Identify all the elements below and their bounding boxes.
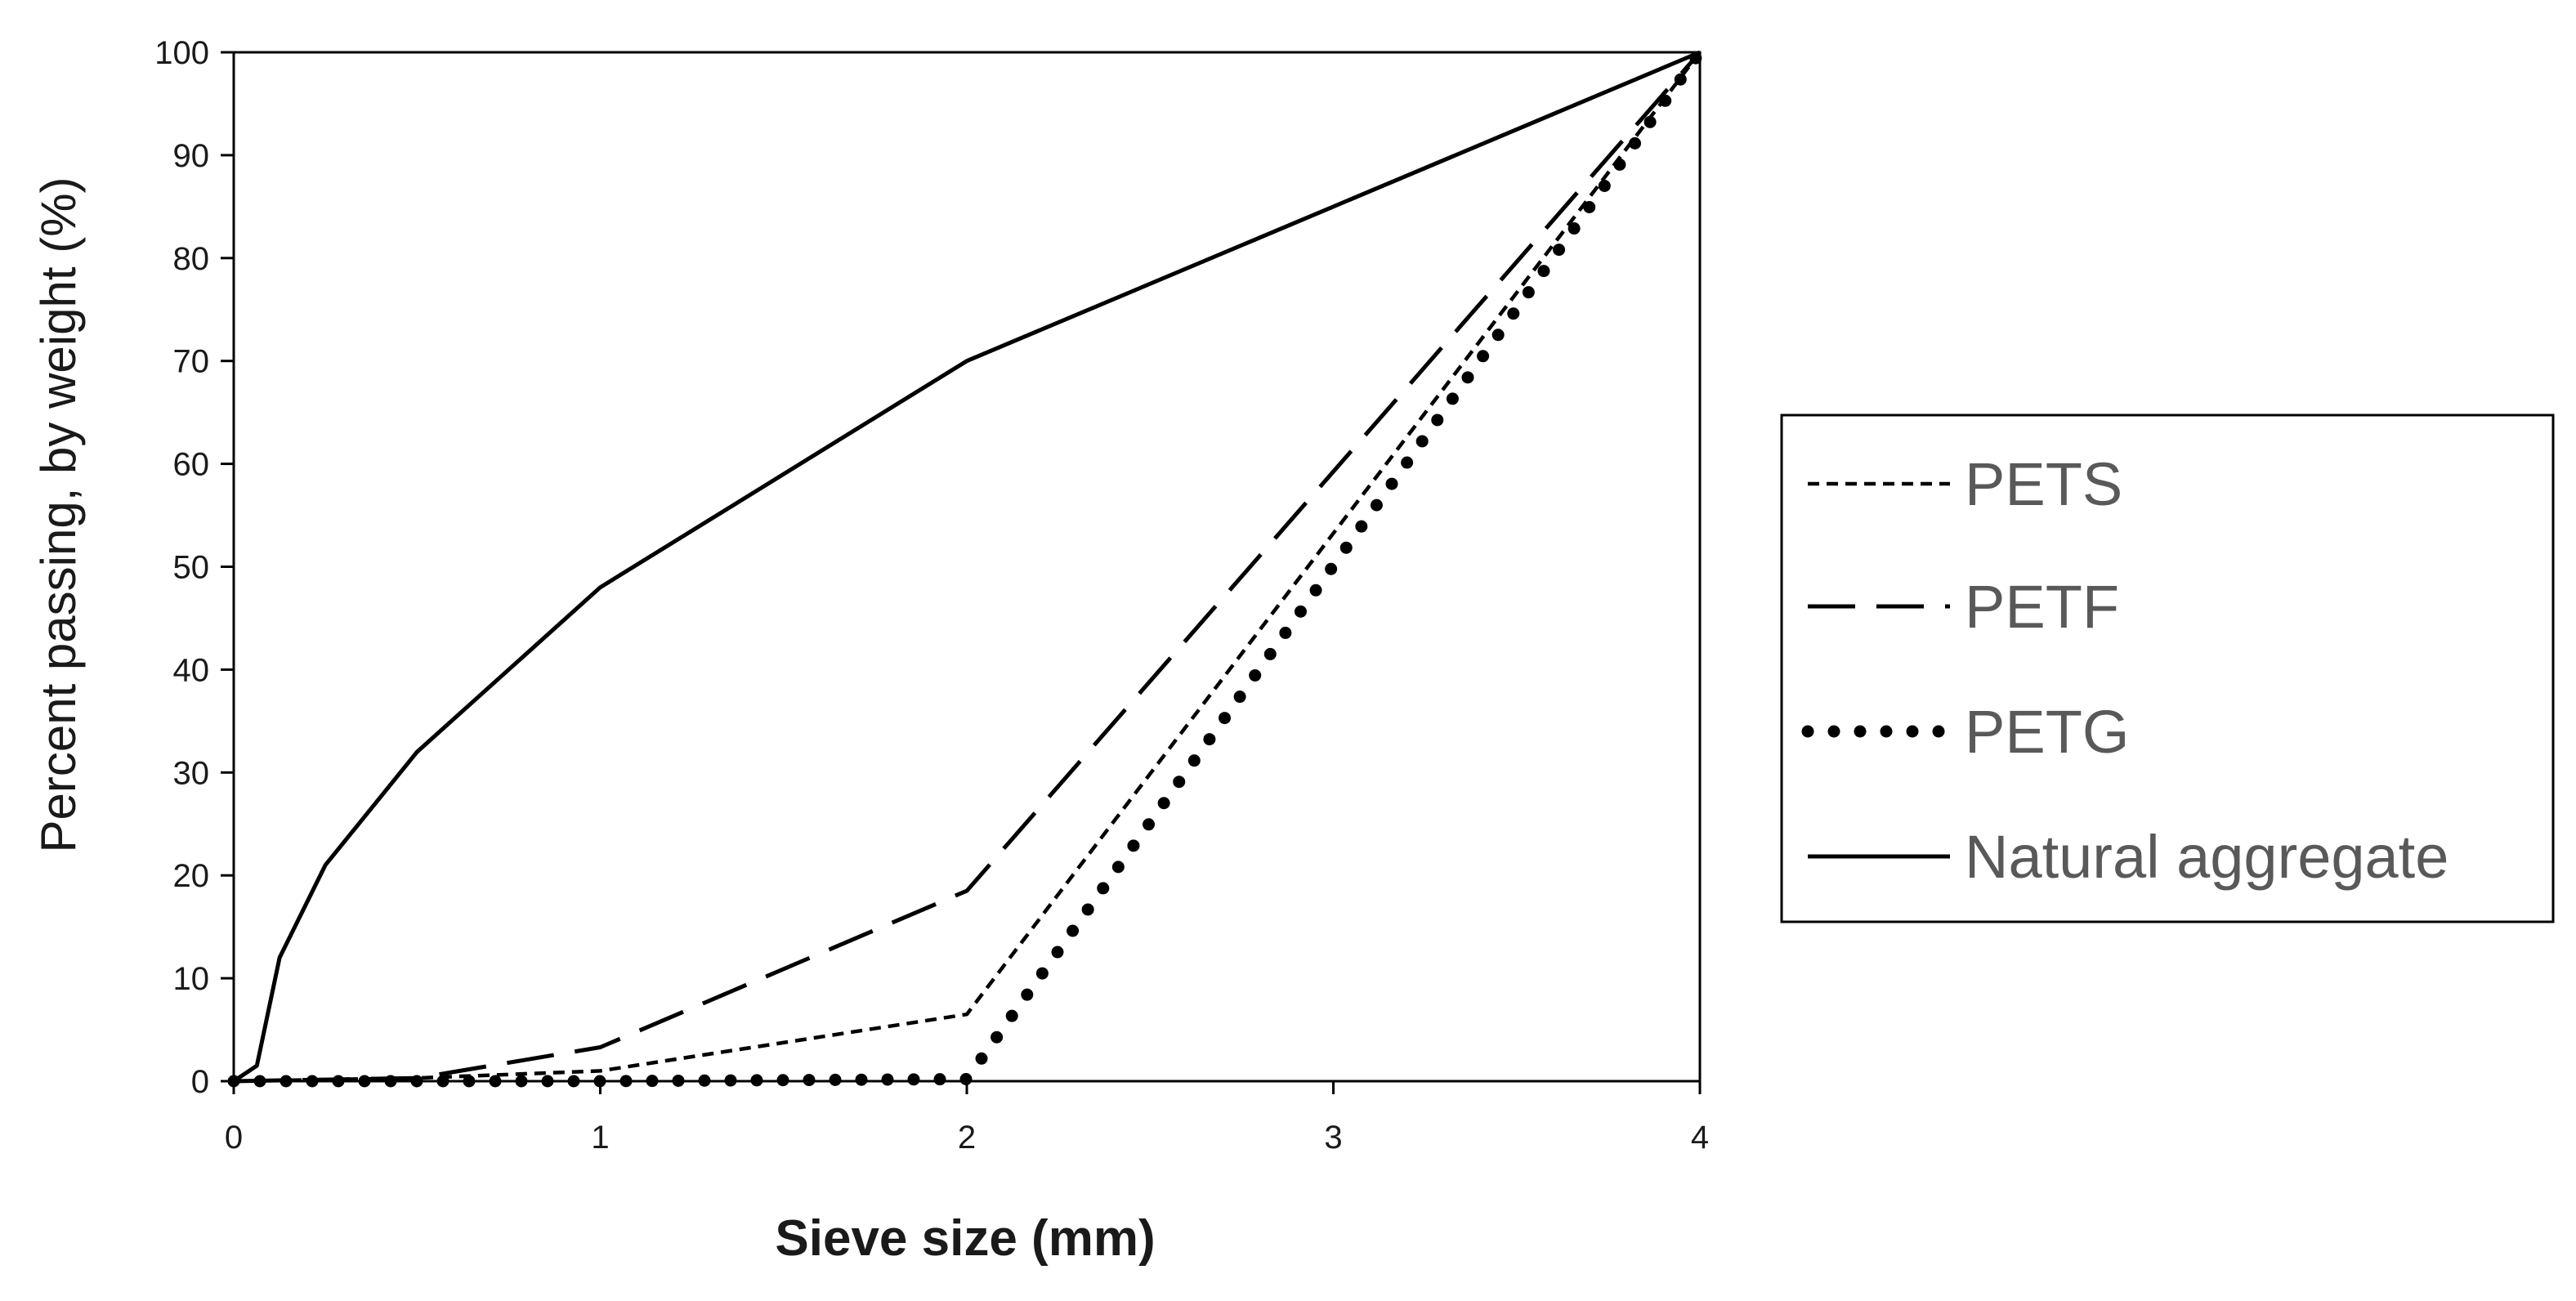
legend: PETS PETF PETG Natural aggregate: [1780, 414, 2555, 923]
series-line-pets: [233, 51, 1702, 1084]
y-tick-label: 100: [154, 35, 209, 71]
y-tick-label: 80: [173, 241, 210, 277]
x-axis-title: Sieve size (mm): [775, 1210, 1155, 1267]
series-line-petf: [233, 51, 1702, 1084]
y-axis-title: Percent passing, by weight (%): [31, 177, 86, 852]
legend-label-pets: PETS: [1965, 450, 2122, 518]
y-tick-label: 90: [173, 138, 210, 174]
x-tick-label: 1: [591, 1120, 609, 1156]
series-line-petg: [227, 46, 1706, 1088]
y-tick-label: 40: [173, 652, 210, 688]
legend-label-petg: PETG: [1965, 698, 2129, 766]
legend-box: [1780, 414, 2555, 923]
x-tick-label: 3: [1324, 1120, 1342, 1156]
series-line-natural-aggregate: [232, 50, 1701, 1084]
y-tick-label: 60: [173, 447, 210, 483]
x-tick-label: 2: [958, 1120, 976, 1156]
plot-area: [232, 51, 1702, 1083]
y-tick-label: 0: [191, 1064, 209, 1100]
y-tick-label: 30: [173, 755, 210, 791]
legend-label-natural-aggregate: Natural aggregate: [1965, 823, 2449, 891]
y-tick-label: 10: [173, 961, 210, 997]
y-tick-label: 70: [173, 344, 210, 380]
y-tick-label: 50: [173, 550, 210, 586]
y-tick-label: 20: [173, 858, 210, 894]
x-tick-label: 4: [1691, 1120, 1709, 1156]
x-tick-label: 0: [225, 1120, 243, 1156]
legend-label-petf: PETF: [1965, 573, 2119, 641]
